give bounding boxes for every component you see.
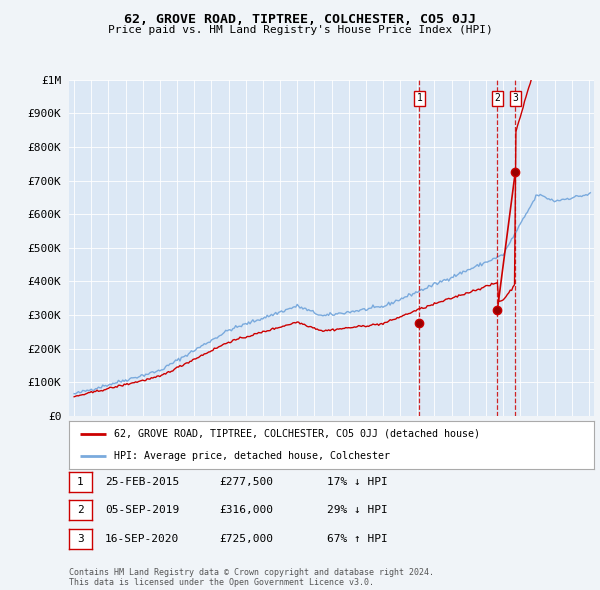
- Text: £725,000: £725,000: [219, 534, 273, 543]
- Text: HPI: Average price, detached house, Colchester: HPI: Average price, detached house, Colc…: [113, 451, 389, 461]
- Text: 1: 1: [77, 477, 84, 487]
- Text: 3: 3: [512, 93, 518, 103]
- Text: Price paid vs. HM Land Registry's House Price Index (HPI): Price paid vs. HM Land Registry's House …: [107, 25, 493, 35]
- Text: 62, GROVE ROAD, TIPTREE, COLCHESTER, CO5 0JJ (detached house): 62, GROVE ROAD, TIPTREE, COLCHESTER, CO5…: [113, 429, 479, 439]
- Text: 3: 3: [77, 534, 84, 543]
- Text: 67% ↑ HPI: 67% ↑ HPI: [327, 534, 388, 543]
- Text: 25-FEB-2015: 25-FEB-2015: [105, 477, 179, 487]
- Text: £316,000: £316,000: [219, 506, 273, 515]
- Text: £277,500: £277,500: [219, 477, 273, 487]
- Text: 1: 1: [416, 93, 422, 103]
- Text: 29% ↓ HPI: 29% ↓ HPI: [327, 506, 388, 515]
- Text: 17% ↓ HPI: 17% ↓ HPI: [327, 477, 388, 487]
- Text: 2: 2: [77, 506, 84, 515]
- Text: 05-SEP-2019: 05-SEP-2019: [105, 506, 179, 515]
- Text: 62, GROVE ROAD, TIPTREE, COLCHESTER, CO5 0JJ: 62, GROVE ROAD, TIPTREE, COLCHESTER, CO5…: [124, 13, 476, 26]
- Text: 2: 2: [494, 93, 500, 103]
- Text: 16-SEP-2020: 16-SEP-2020: [105, 534, 179, 543]
- Text: Contains HM Land Registry data © Crown copyright and database right 2024.
This d: Contains HM Land Registry data © Crown c…: [69, 568, 434, 587]
